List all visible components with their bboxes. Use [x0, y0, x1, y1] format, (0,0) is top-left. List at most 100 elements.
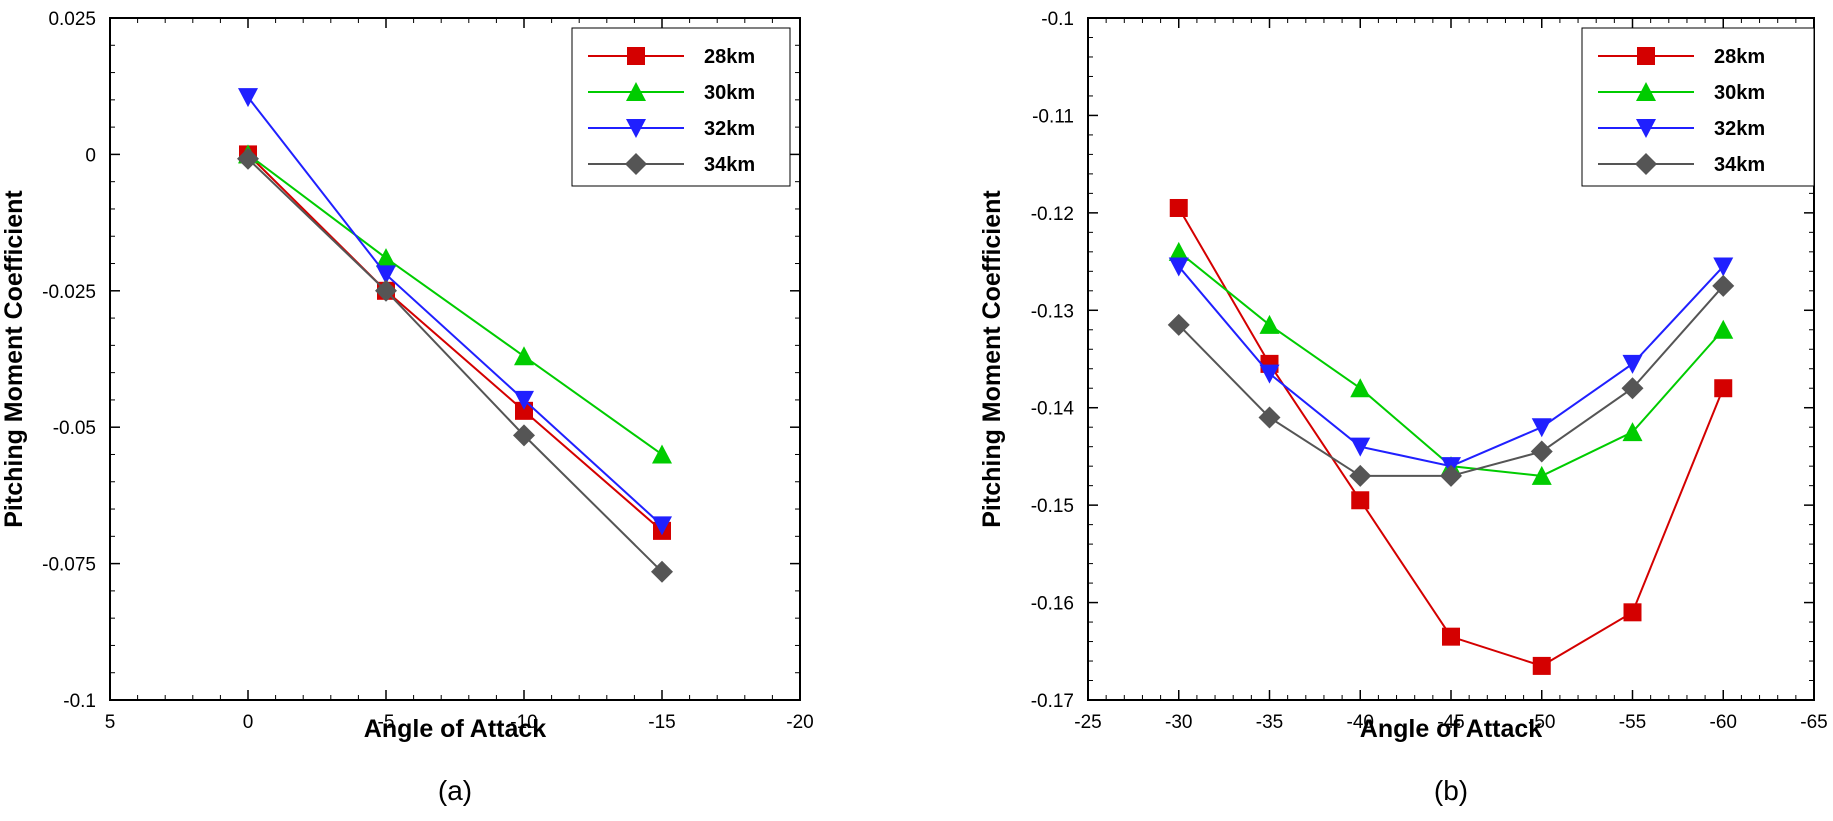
data-point-34km — [1440, 464, 1462, 487]
series-line-28km — [247, 153, 663, 532]
data-point-32km — [1713, 257, 1734, 277]
data-point-28km — [1351, 491, 1370, 510]
data-point-28km — [1442, 627, 1460, 646]
x-tick-label: -40 — [1347, 712, 1374, 733]
legend-label-28km: 28km — [1714, 46, 1765, 68]
data-point-32km — [652, 516, 672, 536]
legend-label-28km: 28km — [704, 46, 755, 68]
x-axis-label: Angle of Attack — [1360, 715, 1543, 743]
data-point-32km — [376, 265, 396, 285]
data-point-34km — [1349, 464, 1372, 487]
legend-box — [1581, 27, 1815, 187]
legend-marker-28km — [1637, 47, 1655, 65]
data-point-32km — [1622, 354, 1643, 374]
data-point-34km — [1530, 440, 1553, 463]
x-tick-label: -30 — [1165, 712, 1192, 733]
x-axis-label: Angle of Attack — [364, 715, 547, 743]
x-tick-label: -5 — [378, 712, 395, 733]
x-tick-label: -10 — [510, 712, 537, 733]
series-line-32km — [247, 96, 663, 527]
data-point-34km — [513, 424, 535, 447]
legend-box — [571, 27, 791, 187]
data-point-28km — [1532, 656, 1551, 675]
x-tick-label: -35 — [1256, 712, 1283, 733]
x-tick-label: -55 — [1619, 712, 1646, 733]
data-point-32km — [514, 390, 534, 410]
legend-label-30km: 30km — [704, 82, 755, 104]
data-point-28km — [1623, 603, 1642, 622]
data-point-34km — [375, 279, 397, 302]
y-tick-label: -0.075 — [42, 555, 96, 576]
x-tick-label: -65 — [1800, 712, 1827, 733]
plot-frame — [109, 17, 801, 701]
y-tick-label: -0.11 — [1032, 106, 1074, 127]
data-point-34km — [237, 147, 259, 170]
legend-marker-30km — [626, 82, 646, 101]
data-point-32km — [1259, 364, 1280, 384]
data-point-32km — [1531, 418, 1552, 438]
x-tick-label: -25 — [1074, 712, 1101, 733]
y-axis-label: Pitching Moment Coefficient — [0, 190, 28, 528]
legend-marker-32km — [626, 119, 646, 138]
x-tick-label: -50 — [1528, 712, 1555, 733]
legend-marker-34km — [625, 153, 647, 175]
y-tick-label: 0.025 — [48, 9, 96, 30]
legend-marker-30km — [1636, 82, 1656, 101]
y-tick-label: -0.16 — [1031, 594, 1074, 615]
x-tick-label: -60 — [1710, 712, 1737, 733]
chart-a: 5 0 -5 -10 -15 -20 -0.1 -0.075 -0.05 -0.025 0 0.025… — [0, 9, 814, 806]
y-tick-label: -0.13 — [1031, 301, 1074, 322]
data-point-32km — [238, 88, 258, 108]
legend-marker-34km — [1635, 153, 1657, 175]
data-point-30km — [1350, 378, 1371, 398]
legend-label-34km: 34km — [1714, 154, 1765, 176]
legend-marker-32km — [1636, 119, 1656, 138]
x-tick-label: -45 — [1437, 712, 1464, 733]
series-line-34km — [247, 158, 663, 573]
x-tick-label: -15 — [648, 712, 675, 733]
y-tick-label: -0.025 — [42, 282, 96, 303]
y-tick-label: -0.14 — [1031, 399, 1075, 420]
data-point-34km — [1712, 274, 1735, 297]
legend-marker-28km — [627, 47, 645, 65]
data-point-30km — [1259, 314, 1280, 334]
x-tick-label: 5 — [105, 712, 116, 733]
chart-b: -25 -30 -35 -40 -45 -50 -55 -60 -65 -0.17 -0.16 -0.… — [978, 9, 1828, 806]
data-point-34km — [1621, 377, 1644, 400]
data-point-34km — [1258, 406, 1281, 429]
data-point-34km — [651, 560, 673, 583]
y-tick-label: -0.05 — [53, 418, 96, 439]
series-line-34km — [1178, 285, 1724, 477]
y-axis-label: Pitching Moment Coefficient — [978, 190, 1006, 528]
data-point-28km — [1714, 379, 1733, 398]
y-tick-label: -0.1 — [1041, 9, 1074, 30]
data-point-30km — [652, 444, 672, 464]
data-point-30km — [1713, 319, 1734, 339]
chart-caption: (b) — [1434, 775, 1468, 806]
legend-label-32km: 32km — [1714, 118, 1765, 140]
data-point-30km — [1622, 422, 1643, 442]
y-tick-label: 0 — [85, 145, 96, 166]
data-point-30km — [376, 248, 396, 268]
legend-label-34km: 34km — [704, 154, 755, 176]
chart-caption: (a) — [438, 775, 472, 806]
x-tick-label: -20 — [786, 712, 813, 733]
y-tick-label: -0.17 — [1031, 691, 1074, 712]
series-line-30km — [247, 153, 663, 456]
data-point-30km — [1168, 241, 1189, 261]
data-point-30km — [1531, 465, 1552, 485]
y-tick-label: -0.12 — [1031, 204, 1074, 225]
data-point-30km — [514, 346, 534, 366]
data-point-32km — [1168, 257, 1189, 277]
series-line-28km — [1177, 207, 1725, 667]
data-point-34km — [1167, 313, 1190, 336]
x-tick-label: 0 — [243, 712, 254, 733]
legend-label-32km: 32km — [704, 118, 755, 140]
y-tick-label: -0.15 — [1031, 496, 1074, 517]
data-point-28km — [515, 401, 533, 420]
data-point-28km — [1169, 198, 1188, 217]
data-point-32km — [1350, 437, 1371, 457]
y-tick-label: -0.1 — [63, 691, 96, 712]
legend-label-30km: 30km — [1714, 82, 1765, 104]
